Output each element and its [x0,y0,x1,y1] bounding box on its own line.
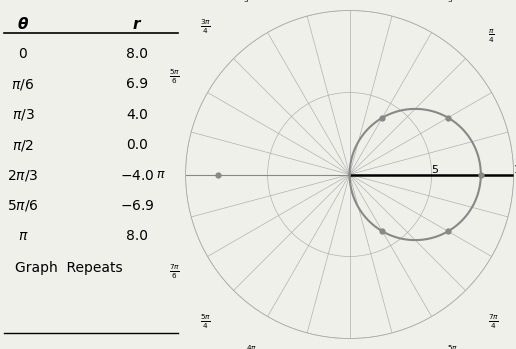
Text: $\frac{7\pi}{6}$: $\frac{7\pi}{6}$ [169,263,181,281]
Text: 0.0: 0.0 [126,138,149,152]
Text: $\boldsymbol{r}$: $\boldsymbol{r}$ [132,17,142,32]
Text: 6.9: 6.9 [126,77,149,91]
Text: $\frac{5\pi}{4}$: $\frac{5\pi}{4}$ [201,312,212,331]
Text: 8.0: 8.0 [126,229,149,243]
Text: $5\pi/6$: $5\pi/6$ [7,199,39,213]
Text: $\pi/3$: $\pi/3$ [11,107,34,122]
Text: $\frac{4\pi}{3}$: $\frac{4\pi}{3}$ [247,343,257,349]
Text: $\pi/2$: $\pi/2$ [12,138,34,153]
Text: $\boldsymbol{\theta}$: $\boldsymbol{\theta}$ [17,16,29,32]
Text: 4.0: 4.0 [126,108,149,122]
Text: 8.0: 8.0 [126,47,149,61]
Text: $\frac{3\pi}{4}$: $\frac{3\pi}{4}$ [201,18,212,37]
Text: $\pi$: $\pi$ [156,168,166,181]
Text: $\frac{7\pi}{4}$: $\frac{7\pi}{4}$ [488,312,498,331]
Text: $\frac{5\pi}{6}$: $\frac{5\pi}{6}$ [169,68,181,86]
Text: $2\pi/3$: $2\pi/3$ [7,168,39,183]
Text: $\frac{2\pi}{3}$: $\frac{2\pi}{3}$ [241,0,252,6]
Text: $\frac{\pi}{4}$: $\frac{\pi}{4}$ [488,28,494,45]
Text: $0$: $0$ [18,47,28,61]
Text: $-6.9$: $-6.9$ [120,199,155,213]
Text: $\pi$: $\pi$ [18,229,28,243]
Text: $-4.0$: $-4.0$ [120,169,155,183]
Text: Graph  Repeats: Graph Repeats [15,261,123,275]
Text: $\pi/6$: $\pi/6$ [11,77,35,92]
Text: $\frac{5\pi}{3}$: $\frac{5\pi}{3}$ [447,343,458,349]
Text: $\frac{\pi}{3}$: $\frac{\pi}{3}$ [447,0,454,6]
